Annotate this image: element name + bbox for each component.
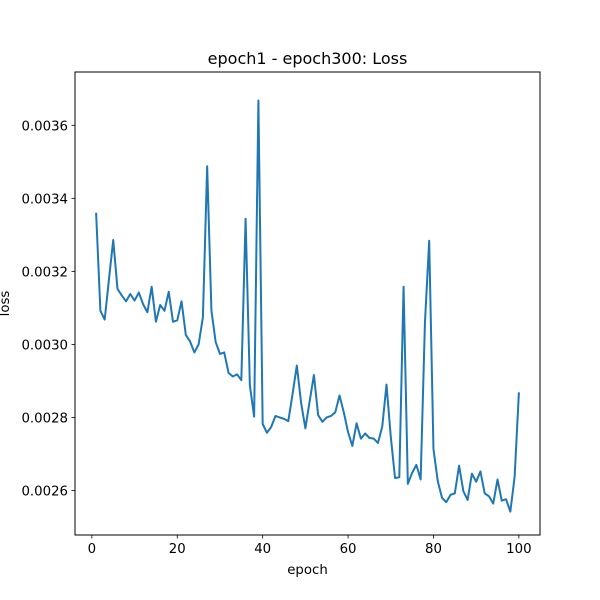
x-tick-label: 20 [169,542,186,557]
y-axis-label: loss [0,291,13,317]
x-tick-label: 0 [88,542,96,557]
x-tick-label: 60 [340,542,357,557]
y-tick-label: 0.0036 [21,119,68,134]
y-tick-label: 0.0026 [21,484,68,499]
chart-title: epoch1 - epoch300: Loss [208,49,408,68]
x-tick-label: 100 [506,542,531,557]
axes-frame [74,71,541,536]
y-tick-label: 0.0034 [21,192,68,207]
y-tick-label: 0.0028 [21,411,68,426]
y-tick-label: 0.0032 [21,265,68,280]
x-axis-label: epoch [287,563,328,578]
y-axis: 0.0026 0.0028 0.0030 0.0032 0.0034 0.0036 [21,119,75,499]
x-axis: 0 20 40 60 80 100 [88,535,532,557]
x-tick-label: 40 [254,542,271,557]
y-tick-label: 0.0030 [21,338,68,353]
x-tick-label: 80 [425,542,442,557]
plot-area [95,99,520,513]
loss-series-line [95,99,520,513]
